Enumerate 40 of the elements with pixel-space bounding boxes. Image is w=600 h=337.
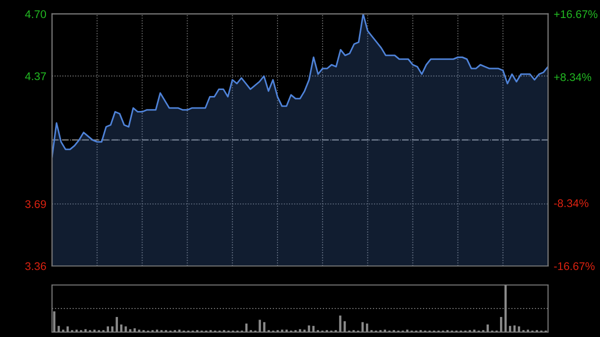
- bar: [53, 311, 56, 332]
- bar: [129, 329, 132, 332]
- bar: [134, 328, 136, 332]
- bar: [384, 330, 386, 332]
- y2-tick-label: +8.34%: [554, 73, 592, 82]
- y-tick-label: 3.36: [25, 262, 46, 270]
- y-tick-label: 4.70: [25, 10, 46, 18]
- bar: [178, 330, 180, 332]
- bar: [120, 324, 122, 332]
- bar: [124, 326, 127, 332]
- bar: [486, 324, 489, 332]
- bar: [58, 326, 60, 332]
- bar: [93, 330, 96, 332]
- bar: [84, 329, 87, 332]
- bar: [298, 329, 302, 332]
- bar: [303, 330, 306, 332]
- y2-tick-label: -8.34%: [554, 199, 588, 208]
- y2-tick-label: -16.67%: [554, 262, 595, 270]
- bar: [75, 330, 78, 332]
- bar: [500, 316, 502, 332]
- bar: [406, 330, 408, 332]
- y-tick-label: 3.69: [25, 200, 46, 208]
- bar: [504, 285, 507, 332]
- bar: [138, 330, 140, 332]
- bar: [111, 326, 114, 332]
- bar: [263, 322, 266, 332]
- bar: [286, 330, 288, 332]
- bar: [526, 330, 530, 332]
- y2-tick-label: +16.67%: [554, 10, 598, 18]
- bar: [339, 316, 342, 332]
- bar: [62, 330, 64, 332]
- bar: [344, 321, 346, 332]
- bar: [473, 330, 476, 332]
- bar: [116, 316, 118, 332]
- bar: [361, 322, 364, 332]
- bar: [156, 330, 158, 332]
- bar: [258, 320, 261, 332]
- bar: [281, 330, 284, 332]
- bar: [66, 326, 69, 332]
- y-tick-label: 4.37: [25, 72, 46, 80]
